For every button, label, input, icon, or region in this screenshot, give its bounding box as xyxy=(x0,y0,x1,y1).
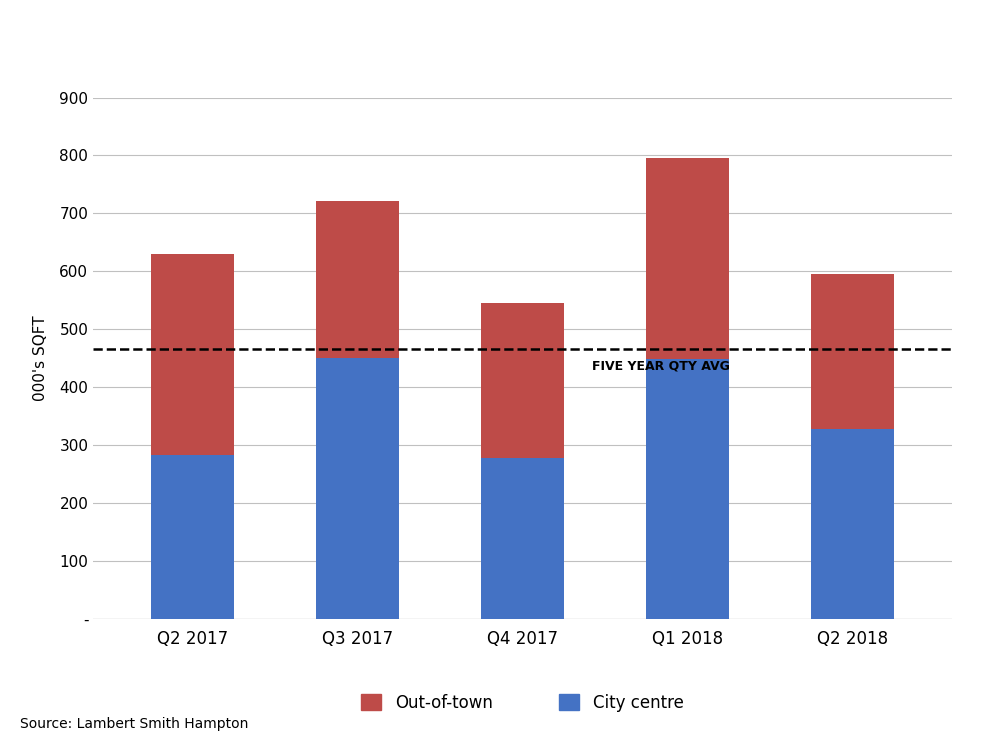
Bar xyxy=(151,454,233,619)
Text: Manchester office availability (000s sq ft): Manchester office availability (000s sq … xyxy=(12,26,635,53)
Bar xyxy=(316,200,398,358)
Bar xyxy=(481,458,564,619)
Bar xyxy=(811,274,894,429)
Y-axis label: 000's SQFT: 000's SQFT xyxy=(33,315,48,401)
Bar xyxy=(151,254,233,454)
Bar xyxy=(811,429,894,619)
Bar xyxy=(646,158,729,359)
Legend: Out-of-town, City centre: Out-of-town, City centre xyxy=(361,694,684,712)
Bar xyxy=(481,302,564,458)
Text: Source: Lambert Smith Hampton: Source: Lambert Smith Hampton xyxy=(20,717,248,731)
Bar xyxy=(646,359,729,619)
Text: FIVE YEAR QTY AVG: FIVE YEAR QTY AVG xyxy=(592,360,730,373)
Bar xyxy=(316,358,398,619)
